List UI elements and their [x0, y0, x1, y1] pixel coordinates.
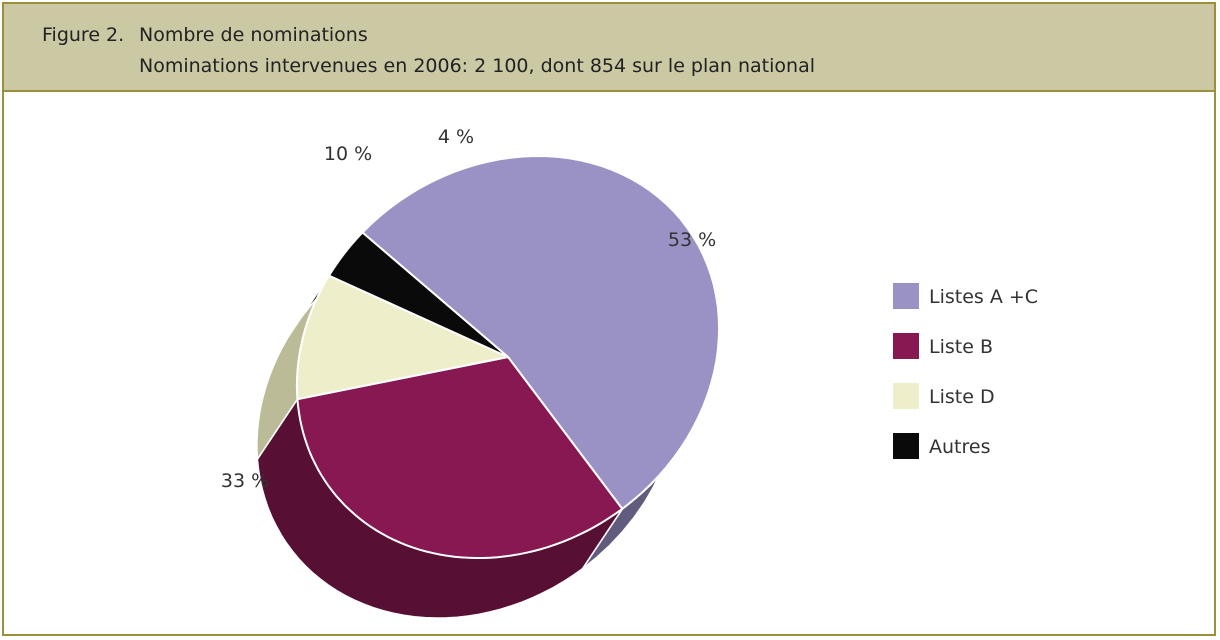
legend: Listes A +C Liste B Liste D Autres — [893, 283, 1038, 459]
legend-swatch-liste-b — [893, 333, 919, 359]
pie-top — [295, 155, 721, 559]
value-label-liste-b: 33 % — [221, 470, 269, 492]
value-label-autres: 4 % — [438, 126, 474, 148]
figure-header: Figure 2. Nombre de nominations Nominati… — [4, 4, 1214, 92]
legend-swatch-listes-a-c — [893, 283, 919, 309]
legend-label-listes-a-c: Listes A +C — [929, 286, 1038, 308]
value-label-liste-d: 10 % — [324, 143, 372, 165]
pie-slice-autres — [328, 231, 509, 358]
figure-subtitle: Nominations intervenues en 2006: 2 100, … — [139, 55, 815, 77]
pie-slice-listes-a-c — [361, 155, 721, 510]
value-label-listes-a-c: 53 % — [668, 229, 716, 251]
legend-label-liste-b: Liste B — [929, 336, 993, 358]
pie-slice-liste-b — [296, 356, 624, 559]
legend-label-autres: Autres — [929, 436, 990, 458]
figure-label: Figure 2. — [42, 24, 125, 46]
pie-slice-liste-d — [295, 274, 509, 401]
legend-swatch-autres — [893, 433, 919, 459]
legend-label-liste-d: Liste D — [929, 386, 995, 408]
legend-swatch-liste-d — [893, 383, 919, 409]
figure-title: Nombre de nominations — [139, 24, 368, 46]
pie-labels: 53 % 33 % 10 % 4 % — [221, 126, 716, 492]
